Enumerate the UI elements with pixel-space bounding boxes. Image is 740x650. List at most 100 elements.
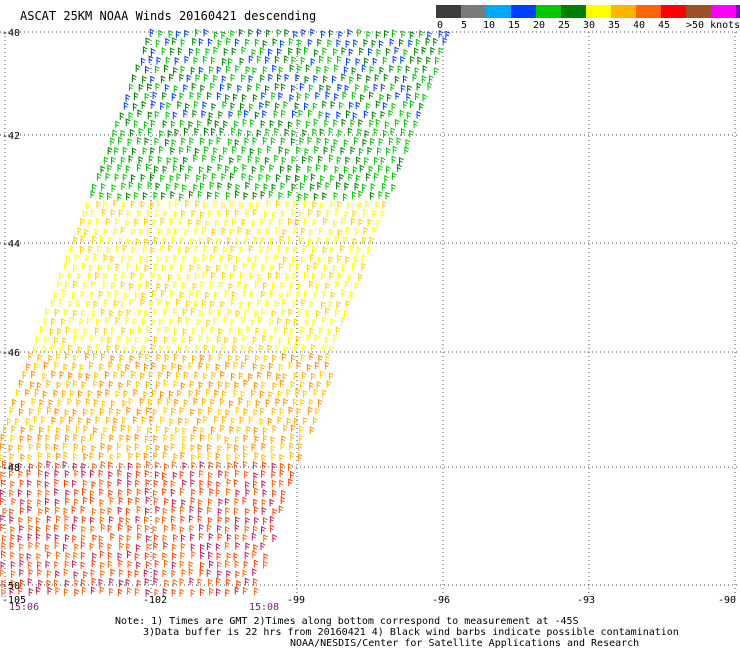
wind-barb	[309, 300, 315, 309]
wind-barb	[351, 263, 357, 271]
wind-barb	[274, 300, 280, 309]
wind-barb	[122, 146, 128, 155]
wind-barb	[174, 128, 180, 137]
wind-barb	[333, 334, 338, 343]
wind-barb	[27, 498, 33, 507]
wind-barb	[90, 280, 96, 289]
wind-barb	[313, 74, 319, 83]
wind-barb	[27, 479, 32, 488]
wind-barb	[339, 101, 344, 110]
wind-barb	[326, 209, 332, 218]
wind-barb	[208, 354, 214, 362]
wind-barb	[107, 560, 113, 569]
wind-barb	[179, 291, 185, 300]
wind-barb	[224, 541, 230, 550]
wind-barb	[322, 389, 328, 398]
wind-barb	[376, 219, 382, 227]
wind-barb	[1, 542, 7, 550]
wind-barb	[328, 29, 334, 38]
wind-barb	[130, 200, 136, 209]
wind-barb	[73, 309, 78, 318]
legend-swatch	[736, 5, 740, 18]
wind-barb	[313, 388, 319, 397]
wind-barb	[293, 318, 299, 326]
wind-barb	[224, 526, 230, 534]
wind-barb	[235, 570, 241, 579]
wind-barb	[349, 76, 355, 84]
wind-barb	[345, 109, 351, 118]
wind-barb	[188, 165, 194, 174]
time-label: 15:06	[9, 602, 39, 613]
wind-barb	[345, 156, 351, 165]
wind-barb	[253, 543, 259, 552]
wind-barb	[336, 156, 342, 165]
wind-barb	[303, 416, 308, 425]
wind-barb	[183, 84, 188, 92]
wind-barb	[232, 345, 238, 353]
wind-barb	[254, 111, 260, 120]
wind-barb	[51, 416, 57, 425]
wind-barb	[73, 453, 78, 461]
wind-barb	[126, 335, 132, 344]
wind-barb	[284, 128, 290, 137]
wind-barb	[203, 415, 208, 424]
wind-barb	[245, 354, 250, 363]
map-title: ASCAT 25KM NOAA Winds 20160421 descendin…	[20, 9, 317, 23]
wind-barb	[354, 255, 360, 264]
wind-barb	[83, 327, 89, 336]
wind-barb	[240, 102, 245, 111]
wind-barb	[56, 352, 61, 361]
wind-barb	[244, 525, 250, 534]
wind-barb	[18, 408, 24, 416]
wind-barb	[17, 489, 23, 497]
wind-barb	[267, 370, 272, 379]
wind-barb	[73, 263, 78, 272]
wind-barb	[329, 154, 334, 163]
wind-barb	[100, 507, 106, 516]
wind-barb	[100, 460, 106, 469]
wind-barb	[289, 94, 295, 102]
wind-barb	[179, 92, 185, 101]
wind-barb	[154, 588, 160, 597]
wind-barb	[136, 136, 142, 145]
wind-barb	[156, 56, 162, 65]
wind-barb	[280, 182, 286, 190]
wind-barb	[402, 75, 408, 84]
wind-barb	[188, 218, 193, 227]
wind-barb	[54, 308, 60, 317]
wind-barb	[67, 397, 73, 406]
wind-barb	[230, 245, 236, 253]
wind-barb	[167, 129, 173, 138]
wind-barb	[155, 380, 161, 389]
wind-barb	[246, 228, 252, 237]
wind-barb	[201, 110, 207, 118]
wind-barb	[90, 469, 95, 478]
wind-barb	[183, 109, 188, 118]
wind-barb	[269, 524, 275, 533]
wind-barb	[115, 245, 121, 253]
wind-barb	[232, 217, 237, 226]
wind-barb	[57, 399, 63, 408]
wind-barb	[304, 192, 309, 201]
wind-barb	[263, 183, 269, 192]
wind-barb	[265, 56, 270, 64]
wind-barb	[169, 174, 175, 183]
wind-barb	[333, 191, 339, 200]
wind-barb	[153, 263, 159, 271]
wind-barb	[255, 156, 261, 165]
wind-barb	[207, 498, 213, 506]
wind-barb	[117, 335, 123, 344]
wind-barb	[252, 480, 258, 488]
wind-barb	[15, 417, 20, 426]
wind-barb	[135, 64, 141, 73]
wind-barb	[134, 433, 140, 442]
wind-barb	[237, 154, 243, 163]
wind-barb	[239, 301, 245, 309]
wind-barb	[253, 472, 259, 480]
wind-barb	[252, 362, 258, 371]
wind-barb	[300, 353, 306, 362]
wind-barb	[202, 271, 208, 280]
legend-swatch	[486, 5, 511, 18]
wind-barb	[438, 29, 444, 38]
wind-barb	[82, 487, 87, 496]
